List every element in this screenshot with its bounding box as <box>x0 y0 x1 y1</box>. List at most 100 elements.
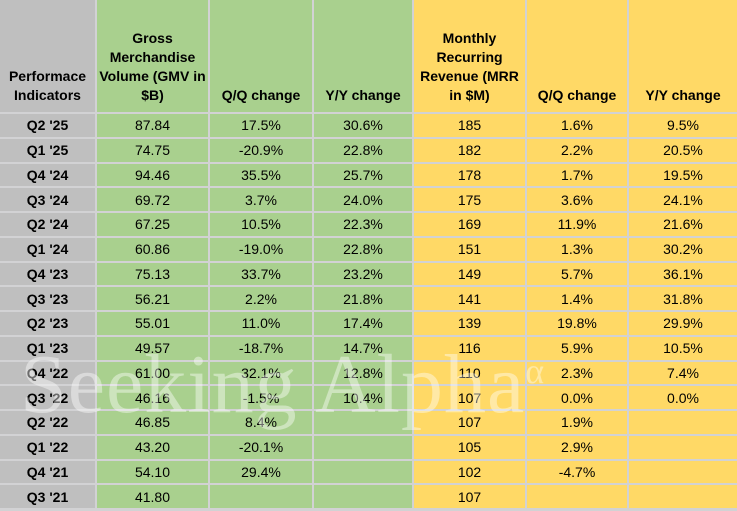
mrr-cell: 107 <box>414 386 525 409</box>
header-gmv: Gross Merchandise Volume (GMV in $B) <box>97 0 208 112</box>
mrr-yy-cell <box>629 460 737 484</box>
mrr-yy-cell: 31.8% <box>629 287 737 310</box>
mrr-qq-cell: 1.9% <box>527 411 627 434</box>
gmv-yy-cell: 21.8% <box>314 287 412 310</box>
mrr-yy-cell: 19.5% <box>629 163 737 187</box>
mrr-cell: 139 <box>414 312 525 335</box>
gmv-yy-cell: 22.8% <box>314 237 412 261</box>
mrr-yy-cell: 7.4% <box>629 361 737 385</box>
period-cell: Q4 '23 <box>0 262 95 286</box>
mrr-qq-cell: 1.4% <box>527 287 627 310</box>
header-gmv-yy-change: Y/Y change <box>314 0 412 112</box>
mrr-yy-cell: 9.5% <box>629 114 737 137</box>
gmv-qq-cell: 8.4% <box>210 411 312 434</box>
gmv-yy-cell: 24.0% <box>314 188 412 211</box>
mrr-qq-cell: 1.3% <box>527 237 627 261</box>
gmv-qq-cell: 32.1% <box>210 361 312 385</box>
mrr-qq-cell: 2.2% <box>527 138 627 162</box>
gmv-cell: 60.86 <box>97 237 208 261</box>
gmv-qq-cell: 29.4% <box>210 460 312 484</box>
gmv-yy-cell: 23.2% <box>314 262 412 286</box>
mrr-qq-cell: 3.6% <box>527 188 627 211</box>
mrr-cell: 107 <box>414 411 525 434</box>
mrr-yy-cell: 21.6% <box>629 213 737 236</box>
gmv-yy-cell: 17.4% <box>314 312 412 335</box>
mrr-cell: 141 <box>414 287 525 310</box>
mrr-qq-cell: 5.9% <box>527 336 627 360</box>
gmv-yy-cell: 22.8% <box>314 138 412 162</box>
gmv-cell: 55.01 <box>97 312 208 335</box>
period-cell: Q2 '23 <box>0 312 95 335</box>
mrr-qq-cell: 11.9% <box>527 213 627 236</box>
gmv-cell: 46.16 <box>97 386 208 409</box>
gmv-cell: 41.80 <box>97 485 208 508</box>
gmv-yy-cell: 14.7% <box>314 336 412 360</box>
gmv-cell: 67.25 <box>97 213 208 236</box>
gmv-yy-cell: 10.4% <box>314 386 412 409</box>
mrr-cell: 169 <box>414 213 525 236</box>
mrr-cell: 102 <box>414 460 525 484</box>
mrr-qq-cell: 19.8% <box>527 312 627 335</box>
header-performance-indicators: Performace Indicators <box>0 0 95 112</box>
gmv-qq-cell: 2.2% <box>210 287 312 310</box>
mrr-qq-cell: 0.0% <box>527 386 627 409</box>
mrr-cell: 107 <box>414 485 525 508</box>
period-cell: Q4 '21 <box>0 460 95 484</box>
period-cell: Q3 '23 <box>0 287 95 310</box>
mrr-yy-cell: 0.0% <box>629 386 737 409</box>
mrr-yy-cell: 29.9% <box>629 312 737 335</box>
gmv-cell: 43.20 <box>97 435 208 459</box>
gmv-qq-cell: 33.7% <box>210 262 312 286</box>
period-cell: Q2 '22 <box>0 411 95 434</box>
gmv-qq-cell: -20.9% <box>210 138 312 162</box>
gmv-yy-cell: 25.7% <box>314 163 412 187</box>
gmv-cell: 49.57 <box>97 336 208 360</box>
gmv-yy-cell <box>314 411 412 434</box>
mrr-cell: 105 <box>414 435 525 459</box>
gmv-cell: 61.00 <box>97 361 208 385</box>
mrr-yy-cell <box>629 411 737 434</box>
header-gmv-qq-change: Q/Q change <box>210 0 312 112</box>
gmv-qq-cell: 11.0% <box>210 312 312 335</box>
mrr-qq-cell: -4.7% <box>527 460 627 484</box>
mrr-qq-cell <box>527 485 627 508</box>
mrr-cell: 116 <box>414 336 525 360</box>
mrr-qq-cell: 1.6% <box>527 114 627 137</box>
header-mrr-qq-change: Q/Q change <box>527 0 627 112</box>
mrr-qq-cell: 1.7% <box>527 163 627 187</box>
gmv-yy-cell <box>314 485 412 508</box>
mrr-cell: 175 <box>414 188 525 211</box>
mrr-yy-cell <box>629 435 737 459</box>
period-cell: Q1 '25 <box>0 138 95 162</box>
period-cell: Q3 '22 <box>0 386 95 409</box>
mrr-yy-cell: 36.1% <box>629 262 737 286</box>
gmv-yy-cell: 22.3% <box>314 213 412 236</box>
gmv-qq-cell: -1.5% <box>210 386 312 409</box>
gmv-cell: 87.84 <box>97 114 208 137</box>
gmv-qq-cell: -18.7% <box>210 336 312 360</box>
period-cell: Q3 '21 <box>0 485 95 508</box>
mrr-yy-cell <box>629 485 737 508</box>
period-cell: Q1 '22 <box>0 435 95 459</box>
mrr-cell: 178 <box>414 163 525 187</box>
gmv-cell: 74.75 <box>97 138 208 162</box>
gmv-yy-cell <box>314 435 412 459</box>
mrr-cell: 110 <box>414 361 525 385</box>
period-cell: Q4 '24 <box>0 163 95 187</box>
gmv-yy-cell: 30.6% <box>314 114 412 137</box>
gmv-qq-cell: 17.5% <box>210 114 312 137</box>
gmv-cell: 46.85 <box>97 411 208 434</box>
gmv-qq-cell: -20.1% <box>210 435 312 459</box>
mrr-yy-cell: 10.5% <box>629 336 737 360</box>
mrr-yy-cell: 24.1% <box>629 188 737 211</box>
mrr-cell: 182 <box>414 138 525 162</box>
mrr-qq-cell: 5.7% <box>527 262 627 286</box>
gmv-yy-cell: 12.8% <box>314 361 412 385</box>
period-cell: Q3 '24 <box>0 188 95 211</box>
header-mrr-yy-change: Y/Y change <box>629 0 737 112</box>
period-cell: Q2 '25 <box>0 114 95 137</box>
mrr-qq-cell: 2.3% <box>527 361 627 385</box>
gmv-cell: 94.46 <box>97 163 208 187</box>
